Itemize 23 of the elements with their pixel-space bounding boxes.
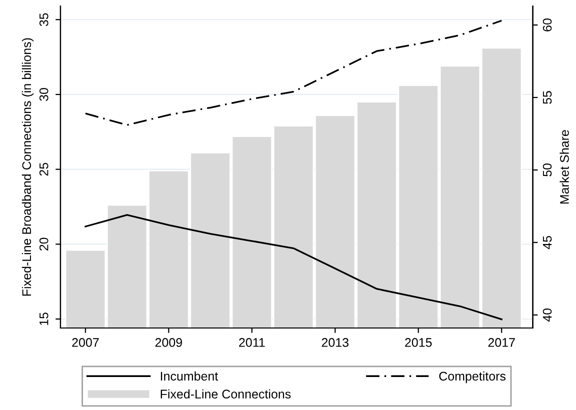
legend-label: Competitors — [439, 371, 506, 384]
y2-tick-label: 60 — [542, 18, 552, 32]
line-series — [84, 214, 502, 320]
y-tick-label: 35 — [39, 13, 48, 26]
line-series — [84, 20, 502, 126]
x-tick-label: 2017 — [488, 338, 515, 347]
y-tick-label: 25 — [39, 162, 48, 176]
y2-tick-label: 50 — [542, 164, 552, 176]
y-tick-label: 20 — [39, 238, 48, 250]
y-tick-label: 15 — [40, 312, 48, 326]
y2-tick-label: 55 — [542, 91, 552, 104]
y-axis-title: Fixed-Line Broadband Connections (in billions) — [22, 38, 34, 296]
y2-tick-label: 40 — [542, 308, 552, 322]
legend-label: Incumbent — [160, 371, 218, 381]
x-tick-label: 2009 — [155, 338, 182, 347]
y-tick-label: 30 — [39, 88, 48, 101]
x-tick-label: 2007 — [72, 338, 99, 347]
legend-label: Fixed-Line Connections — [160, 389, 291, 399]
x-tick-label: 2013 — [322, 338, 348, 347]
x-tick-label: 2011 — [239, 338, 265, 347]
x-tick-label: 2015 — [405, 338, 432, 347]
y2-axis-title: Market Share — [560, 130, 569, 204]
y2-tick-label: 45 — [542, 236, 552, 250]
